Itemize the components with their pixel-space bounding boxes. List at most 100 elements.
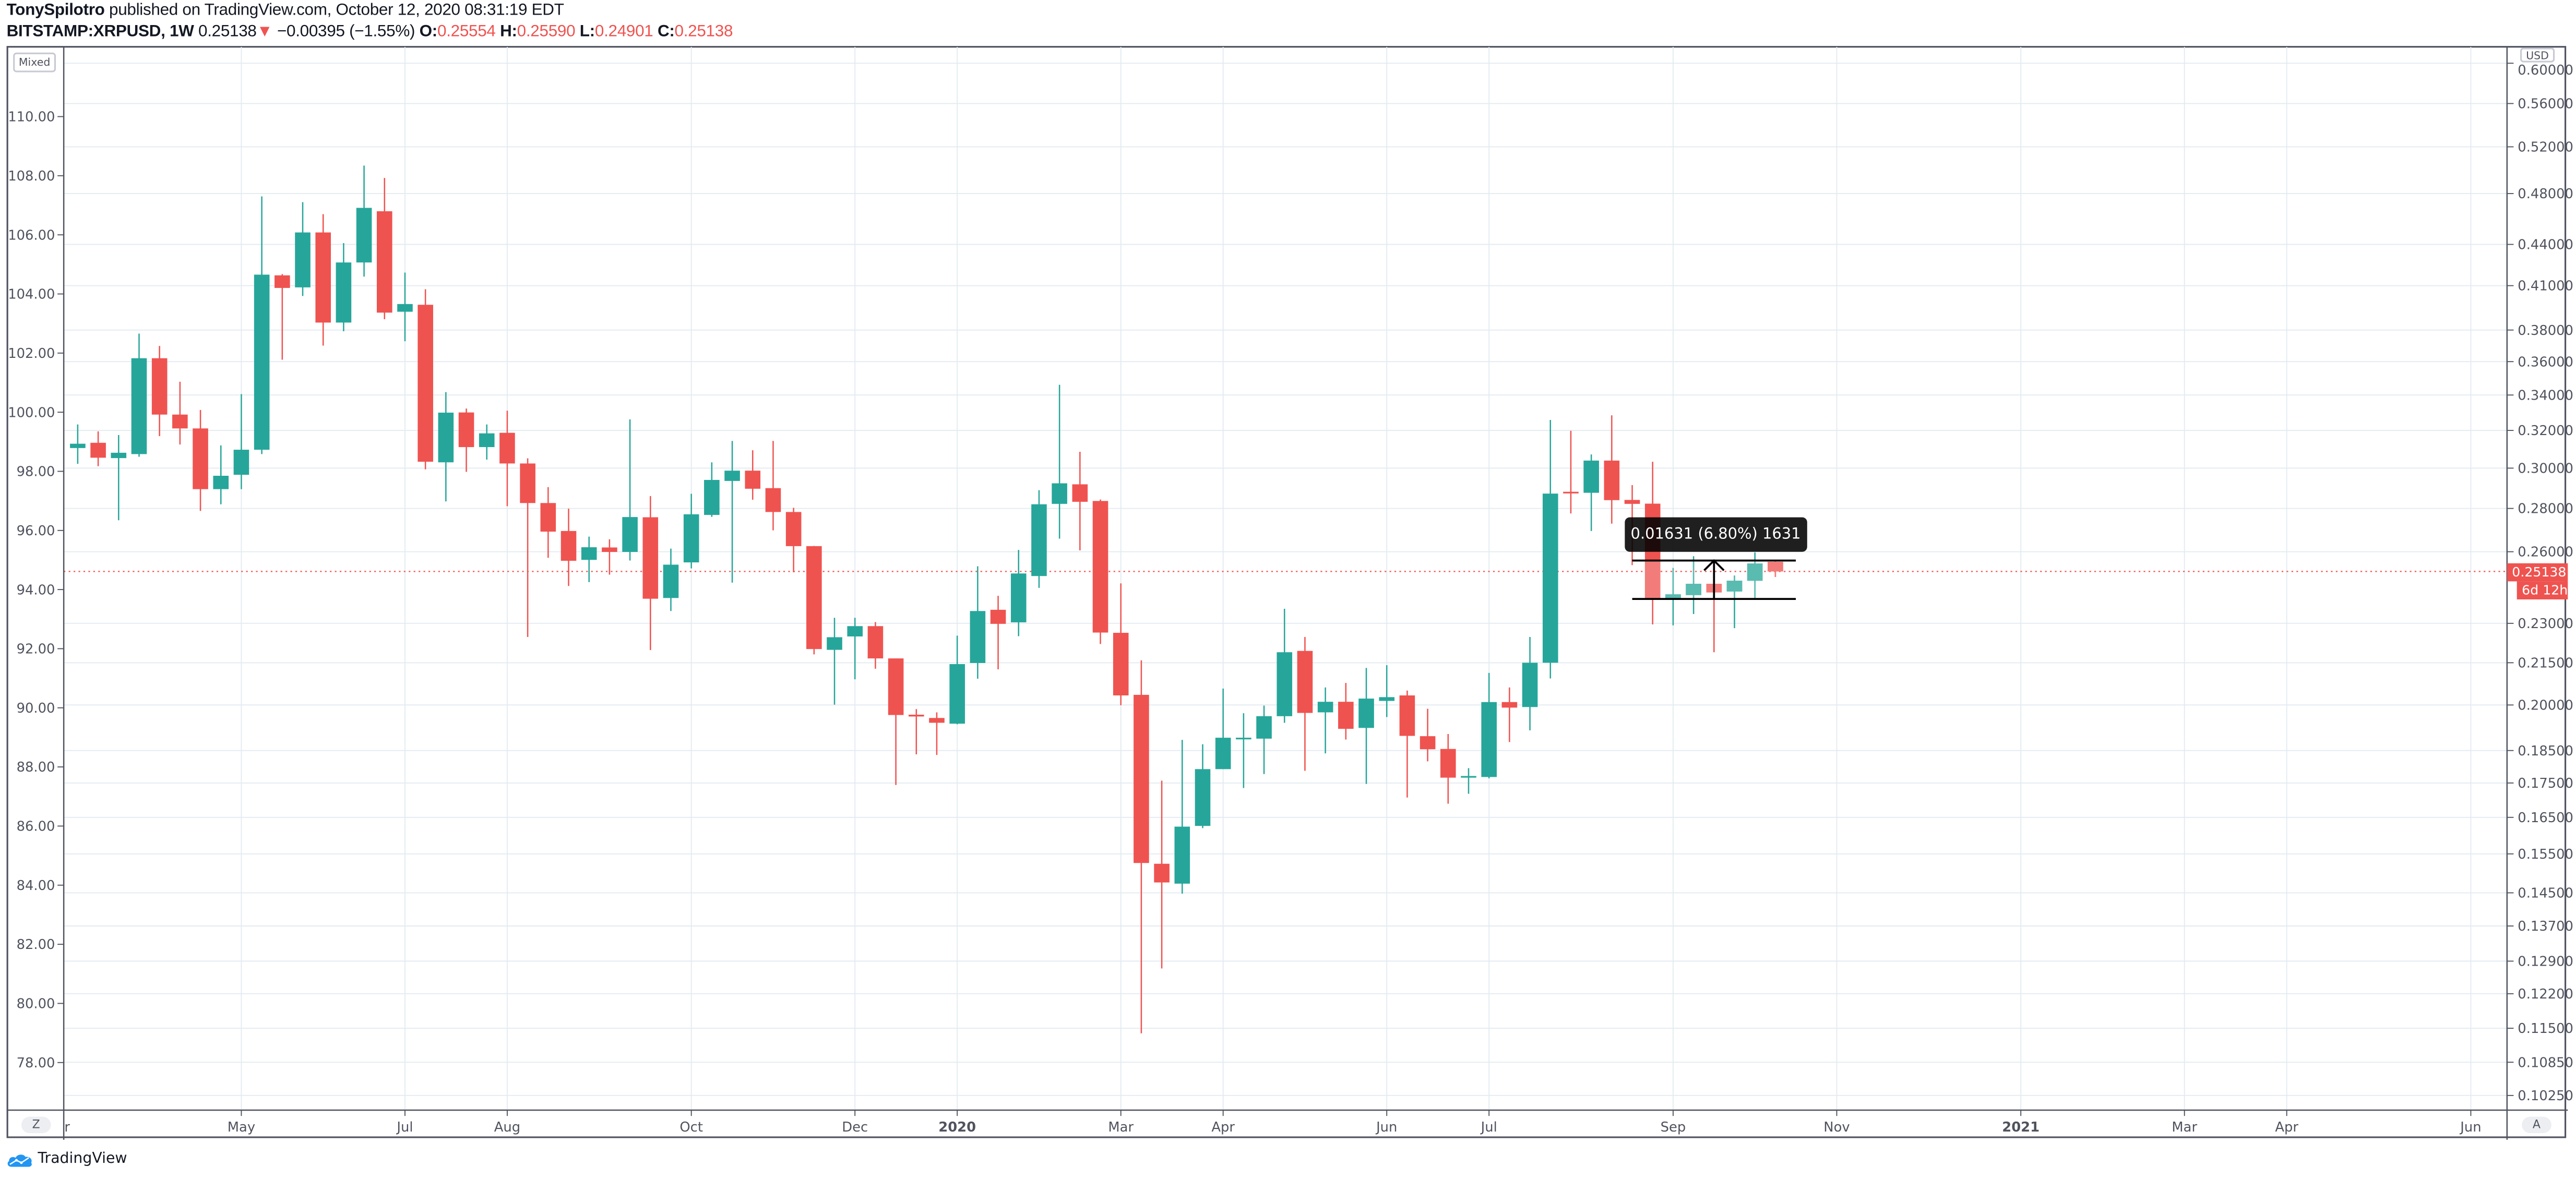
candle-body xyxy=(1256,716,1272,739)
low-label: L: xyxy=(579,23,595,41)
candle xyxy=(1358,668,1374,784)
candle-body xyxy=(1236,738,1251,740)
right-tick-label: 0.14500 xyxy=(2518,886,2573,901)
left-tick-label: 78.00 xyxy=(17,1055,55,1071)
candle xyxy=(1420,708,1436,762)
candle-body xyxy=(1338,702,1354,729)
zoom-reset-button[interactable]: Z xyxy=(21,1116,51,1134)
candle xyxy=(929,712,945,755)
candle-body xyxy=(867,626,884,659)
right-price-scale[interactable]: 0.60000 0.56000 0.52000 0.48000 0.44000 0.410… xyxy=(2507,63,2573,1104)
right-tick-label: 0.26000 xyxy=(2518,545,2573,560)
left-tick-label: 80.00 xyxy=(17,996,55,1012)
candle xyxy=(1644,560,1661,599)
candle-body xyxy=(806,546,822,649)
candle xyxy=(1338,683,1354,740)
tradingview-logo[interactable]: TradingView xyxy=(7,1150,127,1170)
scale-mode-badge[interactable]: Mixed xyxy=(13,52,56,73)
right-tick-label: 0.12900 xyxy=(2518,954,2573,970)
candle-body xyxy=(1092,501,1108,633)
candles xyxy=(70,165,1783,1033)
candle xyxy=(909,709,924,754)
candle xyxy=(847,618,863,680)
candle-body xyxy=(1358,699,1374,728)
candle-body xyxy=(438,412,454,463)
candle-body xyxy=(1726,581,1743,592)
left-tick-label: 90.00 xyxy=(17,701,55,716)
high-label: H: xyxy=(500,23,517,41)
candle xyxy=(499,411,515,507)
candle xyxy=(520,458,535,637)
candle-body xyxy=(70,443,86,448)
candle xyxy=(1134,660,1149,1033)
candle-body xyxy=(1522,663,1538,707)
symbol-name[interactable]: BITSTAMP:XRPUSD, 1W xyxy=(6,23,194,41)
publish-text: published on TradingView.com, October 12… xyxy=(104,2,564,20)
time-tick-label: 2020 xyxy=(938,1120,976,1135)
candle-body xyxy=(397,304,413,312)
right-tick-label: 0.10250 xyxy=(2518,1088,2573,1104)
candle-body xyxy=(765,488,781,512)
price-range-measure[interactable] xyxy=(1632,559,1796,600)
left-tick-label: 110.00 xyxy=(8,110,55,125)
right-tick-label: 0.48000 xyxy=(2518,186,2573,202)
candle-body xyxy=(1031,504,1047,576)
candle xyxy=(1440,734,1456,804)
candle-body xyxy=(418,305,433,462)
candle xyxy=(806,546,822,655)
left-tick-label: 82.00 xyxy=(17,937,55,953)
time-tick-group: Mar May Jul Aug Oct Dec 2020 Mar Apr Jun Jul Sep Nov… xyxy=(64,1110,2482,1135)
candle-body xyxy=(1604,460,1620,500)
candle-body xyxy=(1113,633,1129,696)
candle xyxy=(602,539,617,575)
candle-body xyxy=(479,433,495,448)
candle-body xyxy=(1583,460,1599,493)
right-tick-label: 0.60000 xyxy=(2518,63,2573,78)
right-tick-label: 0.21500 xyxy=(2518,656,2573,671)
candle-body xyxy=(724,471,740,481)
candle-body xyxy=(1297,651,1313,713)
close-label: C: xyxy=(657,23,675,41)
candle-body xyxy=(1440,749,1456,778)
candle-body xyxy=(520,463,535,503)
candle-body xyxy=(642,517,659,599)
right-tick-label: 0.10850 xyxy=(2518,1055,2573,1070)
author-name[interactable]: TonySpilotro xyxy=(6,2,105,20)
candle xyxy=(724,441,740,583)
auto-scale-button[interactable]: A xyxy=(2522,1116,2551,1134)
time-tick-label: Nov xyxy=(1823,1120,1850,1135)
right-tick-label: 0.18500 xyxy=(2518,743,2573,759)
candle-body xyxy=(1481,702,1497,777)
right-tick-label: 0.11500 xyxy=(2518,1021,2573,1037)
bar-countdown-label: 6d 12h xyxy=(2517,581,2568,600)
candle-body xyxy=(1747,563,1763,581)
candle-body xyxy=(683,514,699,563)
candle xyxy=(1236,713,1251,788)
candle xyxy=(540,487,556,558)
left-tick-label: 108.00 xyxy=(8,169,55,184)
candle xyxy=(663,548,679,611)
time-tick-label: Apr xyxy=(1211,1120,1235,1135)
time-scale[interactable]: Mar May Jul Aug Oct Dec 2020 Mar Apr Jun Jul Sep Nov… xyxy=(44,1110,2482,1135)
candle xyxy=(193,410,208,511)
candle-body xyxy=(1379,697,1395,701)
candle xyxy=(1399,690,1415,798)
candle-body xyxy=(193,428,208,489)
right-tick-label: 0.56000 xyxy=(2518,97,2573,112)
candle-body xyxy=(581,547,597,560)
left-price-scale[interactable]: 110.00 108.00 106.00 104.00 102.00 100.00 98.0… xyxy=(8,110,64,1071)
candle xyxy=(785,508,802,573)
symbol-legend: BITSTAMP:XRPUSD, 1W 0.25138▼ −0.00395 (−… xyxy=(7,23,733,41)
candle xyxy=(1092,499,1108,644)
left-tick-label: 96.00 xyxy=(17,523,55,539)
candle-body xyxy=(151,358,168,415)
currency-badge[interactable]: USD xyxy=(2520,47,2555,63)
candle xyxy=(438,392,454,502)
candle xyxy=(765,441,781,531)
candle xyxy=(1604,415,1620,524)
candle xyxy=(1052,384,1067,539)
candle xyxy=(295,202,311,296)
candle-body xyxy=(172,414,188,429)
candle xyxy=(254,196,270,454)
